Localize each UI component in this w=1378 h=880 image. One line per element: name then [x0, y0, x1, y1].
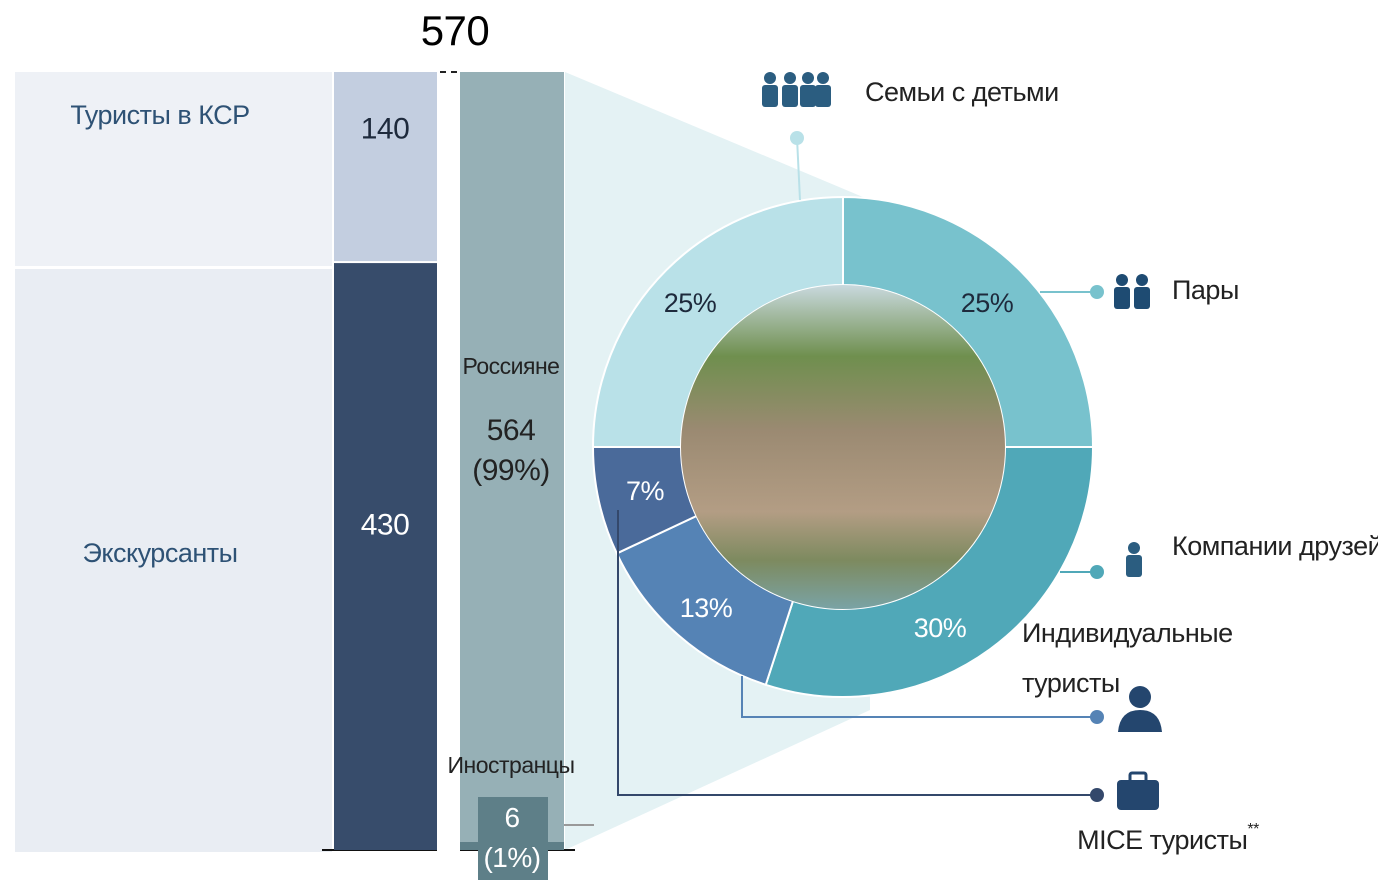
legend-label: Компании друзей — [1172, 531, 1378, 561]
bar-value: 430 — [361, 508, 410, 541]
connector-dot — [1090, 565, 1104, 579]
percent-label: 25% — [961, 288, 1014, 318]
bar-value: 564 (99%) — [472, 414, 550, 487]
row-label: Туристы в КСР — [70, 100, 249, 130]
connector-dot — [1090, 285, 1104, 299]
landscape-photo — [681, 285, 1005, 609]
bar-value: 140 — [361, 112, 410, 145]
row-label: Экскурсанты — [82, 538, 237, 568]
bar-segment — [460, 72, 564, 842]
icon — [782, 85, 798, 107]
total-label: 570 — [421, 7, 490, 54]
connector — [617, 510, 1097, 796]
connector-dot — [1090, 710, 1104, 724]
connector-dot — [1090, 788, 1104, 802]
row-background — [15, 72, 332, 266]
icon — [817, 72, 829, 84]
icon — [815, 85, 831, 107]
icon — [800, 85, 816, 107]
percent-label: 13% — [680, 593, 733, 623]
footnote-mark: ** — [1247, 821, 1259, 838]
icon — [1114, 287, 1130, 309]
icon — [1118, 710, 1162, 732]
percent-label: 7% — [626, 476, 665, 506]
row-background — [15, 269, 332, 852]
bar-name: Иностранцы — [447, 752, 574, 778]
bar-segment — [334, 72, 437, 262]
legend-label: MICE туристы** — [1077, 821, 1259, 855]
legend-label: Пары — [1172, 275, 1239, 305]
icon — [1128, 542, 1140, 554]
icon — [1129, 686, 1151, 708]
connector — [796, 137, 801, 201]
icon — [784, 72, 796, 84]
legend-label: Индивидуальные туристы — [1022, 618, 1233, 698]
bar-name: Россияне — [463, 353, 560, 379]
icon — [1126, 555, 1142, 577]
legend-label: Семьи с детьми — [865, 77, 1059, 107]
donut-segment — [591, 195, 844, 448]
bar-segment — [334, 263, 437, 850]
bar-value: 6 (1%) — [483, 802, 540, 873]
value-box — [478, 797, 548, 880]
connector-dot — [790, 131, 804, 145]
icon — [762, 85, 778, 107]
icon — [1128, 771, 1148, 784]
icon — [1136, 274, 1148, 286]
percent-label: 30% — [914, 613, 967, 643]
connector — [741, 676, 1097, 718]
icon — [1134, 287, 1150, 309]
icon — [1117, 780, 1159, 810]
icon — [802, 72, 814, 84]
icon — [764, 72, 776, 84]
icon — [1116, 274, 1128, 286]
percent-label: 25% — [664, 288, 717, 318]
